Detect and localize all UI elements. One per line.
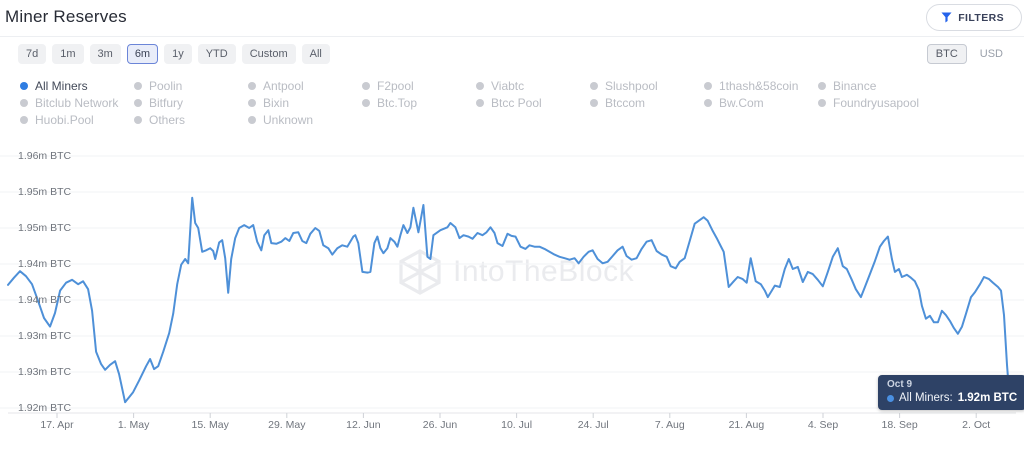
range-button-6m[interactable]: 6m (126, 44, 159, 64)
legend-item-1thash-58coin[interactable]: 1thash&58coin (704, 79, 818, 93)
legend-label: Antpool (263, 79, 304, 93)
range-button-1m[interactable]: 1m (52, 44, 84, 64)
legend-dot-icon (362, 82, 370, 90)
legend-dot-icon (704, 99, 712, 107)
legend-dot-icon (134, 99, 142, 107)
range-button-all[interactable]: All (301, 44, 330, 64)
legend-label: Unknown (263, 113, 314, 127)
filter-icon (941, 12, 952, 23)
legend-label: Bw.Com (719, 96, 764, 110)
legend: All Miners Bitclub Network Huobi.Pool Pooli… (20, 79, 932, 127)
legend-item-viabtc[interactable]: Viabtc (476, 79, 590, 93)
legend-label: Btcc Pool (491, 96, 542, 110)
legend-item-bitfury[interactable]: Bitfury (134, 96, 248, 110)
legend-label: All Miners (35, 79, 88, 93)
legend-dot-icon (818, 82, 826, 90)
range-button-7d[interactable]: 7d (18, 44, 47, 64)
legend-dot-icon (248, 82, 256, 90)
range-button-custom[interactable]: Custom (241, 44, 296, 64)
legend-item-binance[interactable]: Binance (818, 79, 932, 93)
range-button-1y[interactable]: 1y (164, 44, 192, 64)
legend-label: Btc.Top (377, 96, 418, 110)
legend-item-btc-top[interactable]: Btc.Top (362, 96, 476, 110)
page-title: Miner Reserves (5, 7, 127, 26)
legend-label: Foundryusapool (833, 96, 920, 110)
series-dot-icon (887, 394, 894, 402)
legend-label: Bixin (263, 96, 290, 110)
range-button-ytd[interactable]: YTD (197, 44, 236, 64)
legend-label: Btccom (605, 96, 646, 110)
time-range-selector: 7d 1m 3m 6m 1y YTD Custom All (18, 44, 330, 64)
legend-dot-icon (590, 99, 598, 107)
legend-dot-icon (476, 82, 484, 90)
legend-label: Viabtc (491, 79, 525, 93)
legend-dot-icon (248, 116, 256, 124)
legend-label: F2pool (377, 79, 414, 93)
legend-item-others[interactable]: Others (134, 113, 248, 127)
tooltip-series-label: All Miners: (899, 392, 953, 404)
chart-plot-area[interactable] (0, 140, 1024, 425)
legend-dot-icon (134, 82, 142, 90)
unit-button-usd[interactable]: USD (971, 44, 1012, 64)
legend-dot-icon (818, 99, 826, 107)
filters-button-label: FILTERS (958, 11, 1004, 24)
legend-item-poolin[interactable]: Poolin (134, 79, 248, 93)
range-button-3m[interactable]: 3m (89, 44, 121, 64)
legend-dot-icon (134, 116, 142, 124)
legend-item-f2pool[interactable]: F2pool (362, 79, 476, 93)
legend-dot-icon (248, 99, 256, 107)
legend-label: Bitfury (149, 96, 184, 110)
legend-item-foundryusapool[interactable]: Foundryusapool (818, 96, 932, 110)
legend-label: Slushpool (605, 79, 658, 93)
legend-label: Poolin (149, 79, 183, 93)
legend-item-unknown[interactable]: Unknown (248, 113, 362, 127)
legend-dot-icon (476, 99, 484, 107)
legend-item-bw-com[interactable]: Bw.Com (704, 96, 818, 110)
legend-item-btcc-pool[interactable]: Btcc Pool (476, 96, 590, 110)
panel-header: Miner Reserves FILTERS (0, 0, 1024, 37)
legend-dot-icon (20, 116, 28, 124)
legend-label: 1thash&58coin (719, 79, 799, 93)
legend-item-antpool[interactable]: Antpool (248, 79, 362, 93)
legend-item-bixin[interactable]: Bixin (248, 96, 362, 110)
legend-dot-icon (20, 99, 28, 107)
chart-tooltip: Oct 9 All Miners: 1.92m BTC (878, 375, 1024, 410)
legend-dot-icon (590, 82, 598, 90)
tooltip-value: 1.92m BTC (957, 392, 1018, 404)
unit-toggle: BTC USD (926, 44, 1012, 64)
legend-item-all-miners[interactable]: All Miners (20, 79, 134, 93)
all-miners-line (7, 196, 1010, 404)
unit-button-btc[interactable]: BTC (926, 44, 967, 64)
tooltip-date: Oct 9 (887, 379, 913, 390)
legend-item-huobi-pool[interactable]: Huobi.Pool (20, 113, 134, 127)
legend-item-bitclub-network[interactable]: Bitclub Network (20, 96, 134, 110)
legend-dot-icon (362, 99, 370, 107)
legend-label: Huobi.Pool (35, 113, 94, 127)
legend-item-btccom[interactable]: Btccom (590, 96, 704, 110)
legend-dot-icon (704, 82, 712, 90)
legend-label: Bitclub Network (35, 96, 119, 110)
legend-label: Binance (833, 79, 877, 93)
legend-item-slushpool[interactable]: Slushpool (590, 79, 704, 93)
legend-dot-icon (20, 82, 28, 90)
filters-button[interactable]: FILTERS (926, 4, 1022, 31)
legend-label: Others (149, 113, 186, 127)
